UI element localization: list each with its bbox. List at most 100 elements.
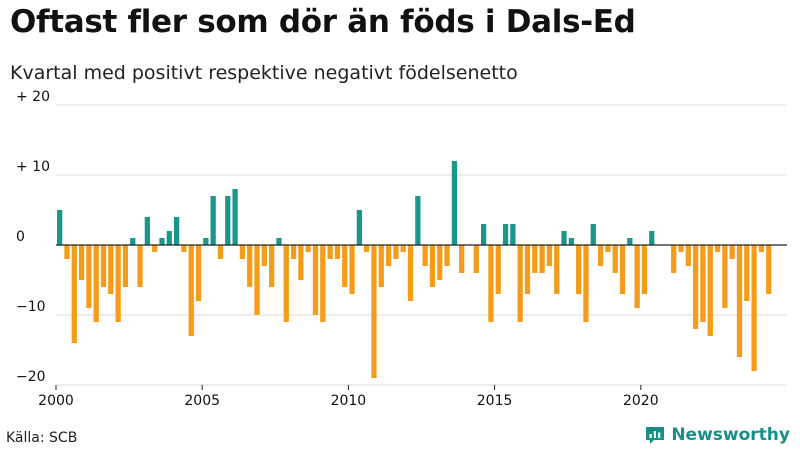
- data-bar: [437, 245, 443, 280]
- data-bar: [649, 231, 655, 245]
- data-bar: [371, 245, 377, 378]
- data-bar: [612, 245, 618, 273]
- data-bar: [583, 245, 589, 322]
- data-bar: [422, 245, 428, 266]
- data-bar: [100, 245, 107, 287]
- data-bar: [364, 245, 370, 252]
- data-bar: [239, 245, 246, 259]
- data-bar: [576, 245, 582, 294]
- data-bar: [678, 245, 684, 252]
- data-bar: [261, 245, 267, 266]
- data-bar: [276, 238, 282, 245]
- data-bar: [736, 245, 743, 357]
- newsworthy-logo-icon: [646, 427, 665, 444]
- data-bar: [334, 245, 341, 259]
- data-bar: [144, 217, 151, 245]
- data-bar: [481, 224, 487, 245]
- data-bar: [495, 245, 501, 294]
- data-bar: [320, 245, 326, 322]
- data-bar: [305, 245, 311, 252]
- data-bar: [554, 245, 560, 294]
- chart-title: Oftast fler som dör än föds i Dals-Ed: [10, 4, 636, 40]
- data-bar: [766, 245, 772, 294]
- x-tick-label: 2005: [184, 393, 220, 409]
- brand-logo[interactable]: Newsworthy: [645, 425, 790, 445]
- data-bar: [429, 245, 436, 287]
- data-bar: [459, 245, 465, 273]
- data-bar: [751, 245, 757, 371]
- chart-subtitle: Kvartal med positivt respektive negativt…: [10, 62, 518, 84]
- data-bar: [188, 245, 194, 336]
- data-bar: [744, 245, 750, 301]
- data-bar: [605, 245, 611, 252]
- data-bar: [130, 238, 136, 245]
- data-bar: [378, 245, 384, 287]
- data-bar: [510, 224, 516, 245]
- data-bar: [327, 245, 333, 259]
- y-tick-label: + 20: [16, 89, 50, 105]
- data-bar: [590, 224, 596, 245]
- data-bar: [283, 245, 289, 322]
- data-bar: [561, 231, 567, 245]
- data-bar: [349, 245, 355, 294]
- x-tick-label: 2015: [477, 393, 513, 409]
- data-bar: [356, 210, 362, 245]
- data-bar: [290, 245, 297, 259]
- data-bar: [93, 245, 99, 322]
- data-bar: [700, 245, 706, 322]
- data-bar: [568, 238, 574, 245]
- data-bar: [517, 245, 523, 322]
- data-bar: [115, 245, 121, 322]
- data-bar: [203, 238, 209, 245]
- data-bar: [619, 245, 626, 294]
- data-bar: [692, 245, 699, 329]
- data-bar: [597, 245, 604, 266]
- data-bar: [524, 245, 531, 294]
- data-bar: [342, 245, 348, 287]
- data-bar: [532, 245, 538, 273]
- data-bar: [71, 245, 77, 343]
- data-bar: [685, 245, 691, 266]
- data-bar: [407, 245, 414, 301]
- x-tick-label: 2010: [331, 393, 367, 409]
- data-bar: [312, 245, 319, 315]
- data-bar: [539, 245, 545, 273]
- data-bar: [415, 196, 421, 245]
- data-bar: [385, 245, 392, 266]
- data-bar: [473, 245, 479, 273]
- data-bar: [269, 245, 275, 287]
- data-bar: [400, 245, 406, 252]
- data-bar: [159, 238, 165, 245]
- data-bar: [57, 210, 63, 245]
- data-bar: [707, 245, 713, 336]
- data-bar: [173, 217, 180, 245]
- data-bar: [152, 245, 158, 252]
- data-bar: [298, 245, 304, 280]
- data-bar: [634, 245, 640, 308]
- data-bar: [444, 245, 450, 266]
- data-bar: [546, 245, 553, 266]
- data-bar: [729, 245, 735, 259]
- data-bar: [217, 245, 224, 259]
- y-tick-label: −10: [16, 299, 46, 315]
- data-bar: [64, 245, 70, 259]
- data-bar: [714, 245, 721, 252]
- data-bar: [722, 245, 728, 308]
- data-bar: [122, 245, 129, 287]
- data-bar: [247, 245, 253, 287]
- data-bar: [137, 245, 143, 287]
- x-tick-label: 2000: [38, 393, 74, 409]
- data-bar: [181, 245, 187, 252]
- source-note: Källa: SCB: [6, 430, 78, 446]
- data-bar: [78, 245, 85, 280]
- data-bar: [627, 238, 633, 245]
- data-bar: [502, 224, 509, 245]
- data-bar: [641, 245, 648, 294]
- x-tick-label: 2020: [623, 393, 659, 409]
- y-tick-label: −20: [16, 369, 46, 385]
- data-bar: [232, 189, 238, 245]
- y-tick-label: 0: [16, 229, 25, 245]
- data-bar: [671, 245, 677, 273]
- data-bar: [195, 245, 202, 301]
